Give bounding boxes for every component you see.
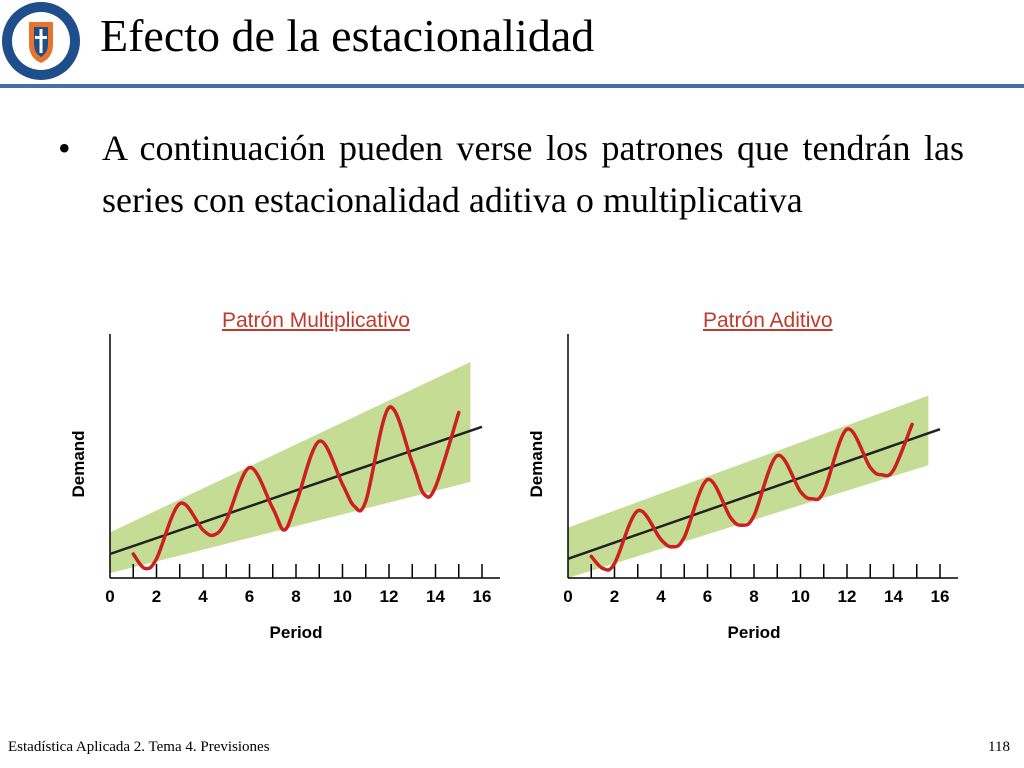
bullet-marker: • [58,128,71,168]
x-tick-label: 8 [291,587,300,606]
x-tick-label: 4 [198,587,208,606]
trend-line [109,425,483,556]
trend-band [568,395,929,578]
logo-cross-v [39,29,43,53]
slide-title: Efecto de la estacionalidad [100,10,595,61]
x-tick-label: 0 [563,587,572,606]
footer-course: Estadística Aplicada 2. Tema 4. Previsio… [8,739,270,755]
seasonal-series-line [589,422,914,572]
x-tick-label: 4 [656,587,666,606]
page-number: 118 [988,739,1010,755]
trend-band [110,362,471,574]
chart-title-additive[interactable]: Patrón Aditivo [703,309,833,332]
x-tick-label: 12 [380,587,399,606]
x-tick-label: 6 [245,587,254,606]
title-divider [0,84,1024,88]
x-axis-label: Period [728,623,781,642]
x-tick-label: 8 [749,587,758,606]
x-tick-label: 0 [105,587,114,606]
x-tick-label: 6 [703,587,712,606]
x-tick-label: 14 [884,587,903,606]
trend-line [567,428,941,560]
university-logo [2,2,80,80]
logo-cross-h [35,36,47,39]
seasonal-series-line [131,405,461,571]
x-tick-label: 2 [610,587,619,606]
y-axis-label: Demand [527,430,546,497]
x-tick-label: 16 [473,587,492,606]
x-tick-label: 14 [426,587,445,606]
additive-chart: 0 2 4 6 8 10 12 14 16 Period Demand [527,334,958,642]
multiplicative-chart: 0 2 4 6 8 10 12 14 16 Period Demand [69,334,500,642]
x-tick-label: 16 [931,587,950,606]
x-tick-label: 10 [791,587,810,606]
bullet-text: A continuación pueden verse los patrones… [102,128,964,220]
chart-title-multiplicative[interactable]: Patrón Multiplicativo [222,309,410,332]
x-tick-label: 12 [838,587,857,606]
y-axis-label: Demand [69,430,88,497]
x-tick-label: 2 [152,587,161,606]
x-axis-label: Period [270,623,323,642]
x-tick-label: 10 [333,587,352,606]
